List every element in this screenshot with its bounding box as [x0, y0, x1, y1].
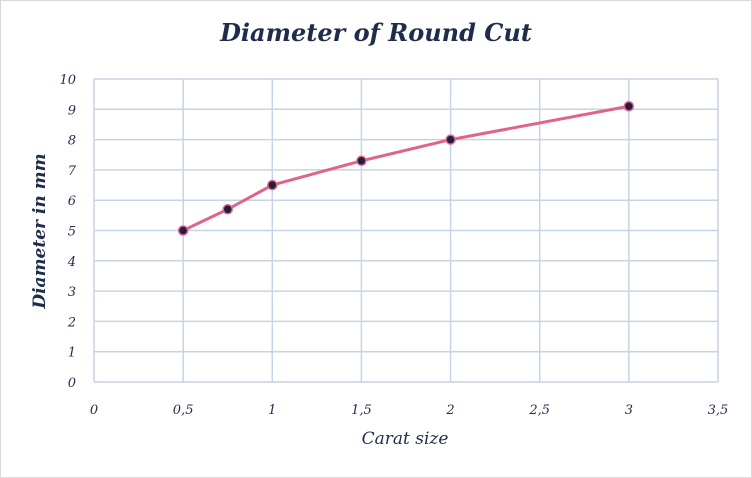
series-line — [181, 104, 631, 232]
y-tick-label: 1 — [68, 346, 76, 361]
y-axis-ticks: 0 1 2 3 4 5 6 7 8 9 10 — [59, 73, 76, 391]
y-axis-label: Diameter in mm — [30, 153, 50, 309]
y-tick-label: 5 — [68, 225, 76, 240]
data-point — [222, 204, 233, 215]
y-tick-label: 7 — [68, 164, 77, 179]
x-axis-ticks: 0 0,5 1 1,5 2 2,5 3 3,5 — [90, 403, 728, 418]
x-tick-label: 1 — [268, 403, 276, 418]
data-point — [445, 134, 456, 145]
y-tick-label: 10 — [59, 73, 76, 88]
data-point — [356, 155, 367, 167]
grid-lines — [93, 78, 719, 383]
y-tick-label: 0 — [68, 376, 76, 391]
y-tick-label: 3 — [68, 285, 76, 300]
y-tick-label: 8 — [68, 134, 76, 149]
x-tick-label: 2 — [445, 403, 454, 418]
series-layer — [177, 101, 635, 236]
x-tick-label: 0,5 — [173, 403, 194, 418]
y-tick-label: 2 — [67, 315, 76, 330]
y-tick-label: 9 — [68, 103, 76, 118]
y-tick-label: 6 — [68, 194, 76, 209]
x-tick-label: 1,5 — [351, 403, 372, 418]
x-tick-label: 3 — [625, 403, 633, 418]
data-point — [623, 101, 635, 112]
x-tick-label: 2,5 — [528, 403, 550, 418]
x-tick-label: 3,5 — [708, 403, 729, 418]
data-point — [267, 179, 278, 191]
chart-title: Diameter of Round Cut — [220, 18, 532, 47]
y-tick-label: 4 — [67, 255, 76, 270]
x-axis-label: Carat size — [362, 429, 449, 449]
x-tick-label: 0 — [90, 403, 98, 418]
data-point — [177, 225, 189, 236]
